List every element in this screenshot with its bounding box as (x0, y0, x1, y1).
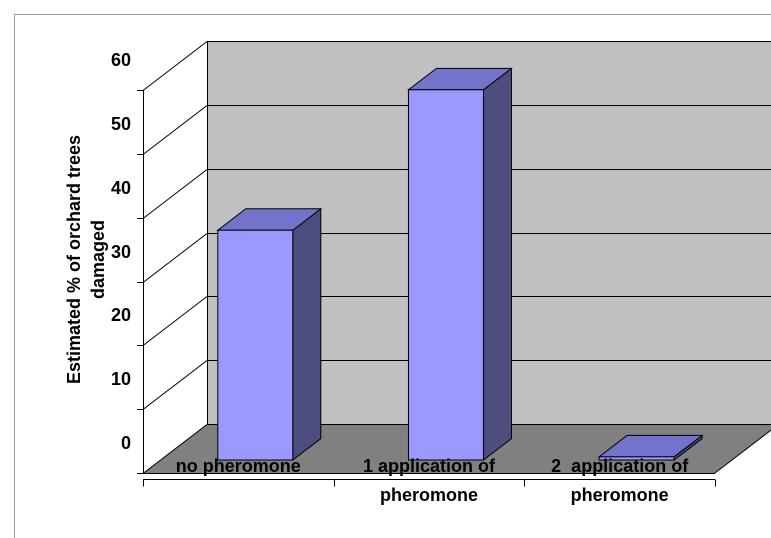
chart-frame (14, 14, 771, 538)
side-gridline-30 (142, 233, 208, 283)
side-gridline-60 (142, 41, 208, 91)
x-tick-label-2-application-of-pheromone: 2 application of pheromone (551, 456, 694, 505)
bar-2-application-of-pheromone-front (598, 456, 675, 461)
bar-1-application-of-pheromone-front (407, 89, 484, 461)
bar-1-application-of-pheromone (406, 67, 513, 462)
side-gridline-50 (142, 105, 208, 155)
bar-2-application-of-pheromone (597, 434, 704, 462)
y-tick-label-50: 50 (110, 113, 131, 134)
x-tick-label-no-pheromone: no pheromone (175, 456, 301, 476)
side-gridline-0 (142, 424, 208, 474)
y-tick-label-10: 10 (110, 369, 131, 390)
y-tick-label-60: 60 (110, 50, 131, 71)
x-axis (143, 479, 716, 487)
bar-no-pheromone-front (217, 229, 294, 461)
side-gridline-40 (142, 169, 208, 219)
y-tick-label-30: 30 (110, 241, 131, 262)
bars (216, 67, 704, 462)
y-tick-label-40: 40 (110, 177, 131, 198)
floor-right-edge (714, 429, 771, 474)
side-gridline-20 (142, 296, 208, 346)
side-gridline-10 (142, 360, 208, 410)
bar-no-pheromone (216, 207, 323, 462)
side-wall (143, 41, 207, 473)
x-tick-label-1-application-of-pheromone: 1 application of pheromone (362, 456, 501, 505)
y-tick-label-0: 0 (120, 433, 131, 454)
y-tick-label-20: 20 (110, 305, 131, 326)
